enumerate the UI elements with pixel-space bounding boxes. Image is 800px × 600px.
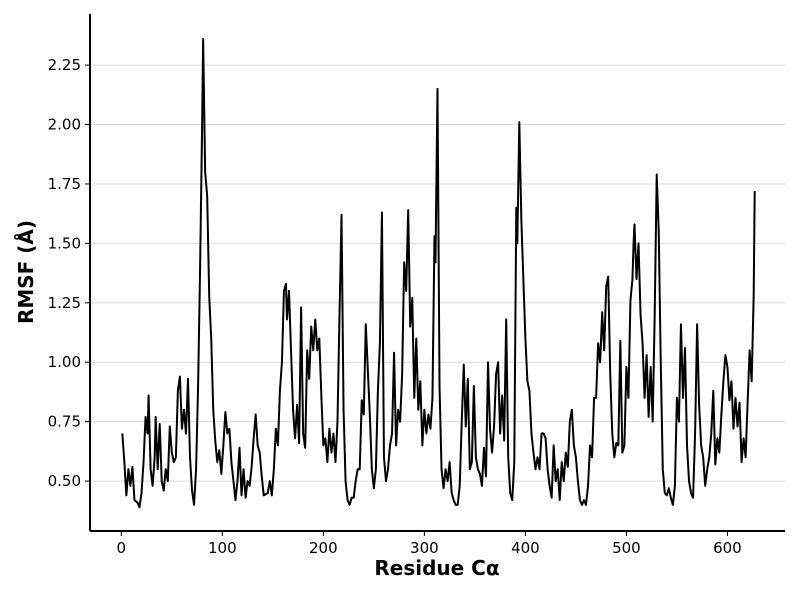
y-tick-label: 0.75 [48, 413, 81, 431]
x-axis-title: Residue Cα [374, 556, 499, 580]
x-tick-label: 400 [511, 539, 540, 557]
y-tick-label: 0.50 [48, 472, 81, 490]
x-tick-label: 0 [117, 539, 127, 557]
y-tick-label: 2.00 [48, 116, 81, 134]
y-tick-label: 1.25 [48, 294, 81, 312]
y-tick-label: 2.25 [48, 56, 81, 74]
x-tick-label: 200 [309, 539, 338, 557]
x-tick-label: 500 [612, 539, 641, 557]
x-tick-label: 600 [713, 539, 742, 557]
y-tick-label: 1.00 [48, 353, 81, 371]
x-tick-label: 100 [208, 539, 237, 557]
y-tick-label: 1.75 [48, 175, 81, 193]
x-tick-label: 300 [410, 539, 439, 557]
y-tick-label: 1.50 [48, 234, 81, 252]
rmsf-line [121, 37, 756, 509]
y-axis-title: RMSF (Å) [14, 220, 38, 324]
